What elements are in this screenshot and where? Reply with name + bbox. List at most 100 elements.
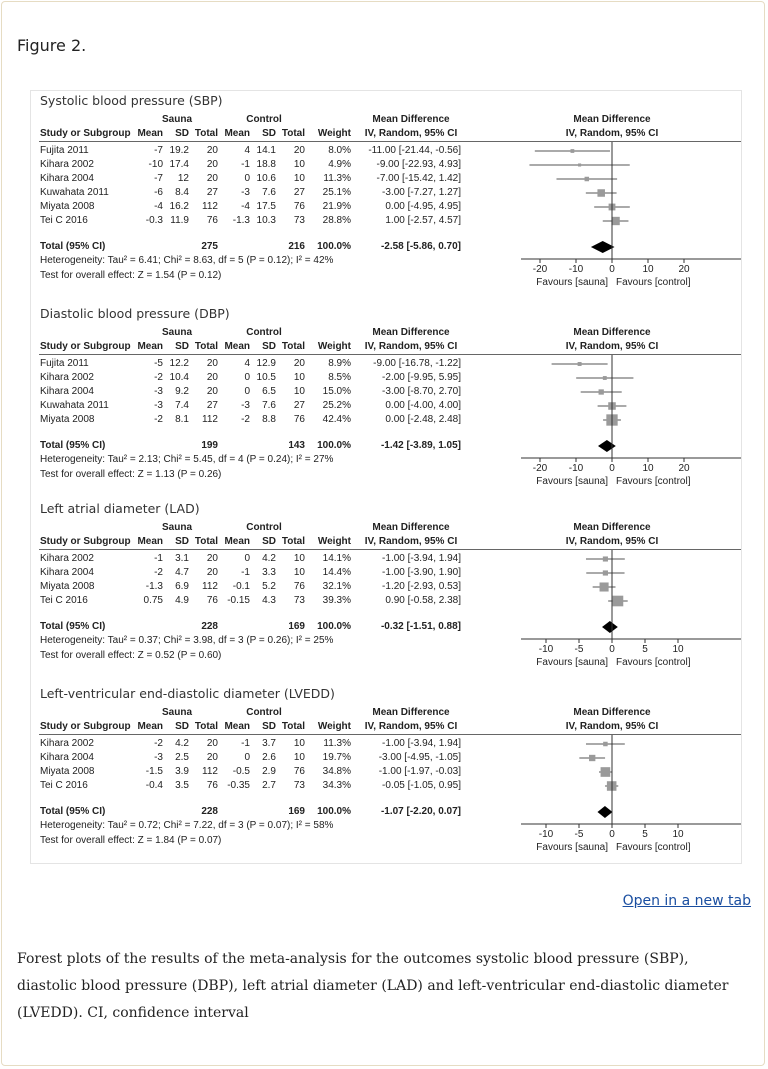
study-c-n: 76: [293, 201, 305, 212]
study-s-sd: 12.2: [169, 358, 189, 369]
study-c-sd: 8.8: [262, 414, 276, 425]
forest-plot-figure: Systolic blood pressure (SBP) Sauna Contro…: [30, 90, 742, 864]
study-name: Kuwahata 2011: [40, 187, 109, 198]
study-name: Kuwahata 2011: [40, 400, 109, 411]
favours-right-label: Favours [control]: [616, 842, 691, 853]
study-s-sd: 9.2: [175, 386, 189, 397]
open-in-new-tab-link[interactable]: Open in a new tab: [622, 893, 751, 909]
header-s-n: Total: [194, 721, 218, 732]
heterogeneity-text: Heterogeneity: Tau² = 6.41; Chi² = 8.63,…: [40, 255, 334, 266]
header-s-n: Total: [194, 341, 218, 352]
study-s-n: 112: [202, 766, 218, 777]
header-plot-method: IV, Random, 95% CI: [565, 341, 659, 352]
header-study: Study or Subgroup: [40, 341, 131, 352]
study-ci: -3.00 [-7.27, 1.27]: [382, 187, 461, 198]
header-divider: [39, 141, 741, 142]
header-control: Control: [246, 114, 282, 125]
study-c-sd: 4.2: [262, 553, 276, 564]
study-s-n: 27: [206, 400, 218, 411]
study-ci: -1.00 [-3.94, 1.94]: [382, 738, 461, 749]
study-c-n: 76: [293, 581, 305, 592]
section-title: Left-ventricular end-diastolic diameter …: [40, 686, 335, 701]
study-s-sd: 2.5: [175, 752, 189, 763]
study-s-mean: -5: [154, 358, 163, 369]
study-c-n: 76: [293, 414, 305, 425]
header-plot-method: IV, Random, 95% CI: [565, 536, 659, 547]
overall-effect-text: Test for overall effect: Z = 1.84 (P = 0…: [40, 835, 222, 846]
study-ci: -3.00 [-8.70, 2.70]: [382, 386, 461, 397]
favours-right-label: Favours [control]: [616, 657, 691, 668]
header-c-n: Total: [281, 721, 305, 732]
study-s-n: 20: [206, 738, 218, 749]
forest-plot-section: Left-ventricular end-diastolic diameter …: [31, 686, 741, 876]
header-mean-difference: Mean Difference: [372, 327, 450, 338]
study-ci: 0.00 [-4.95, 4.95]: [385, 201, 461, 212]
study-weight: 14.1%: [322, 553, 351, 564]
x-tick-label: -5: [574, 644, 584, 655]
study-ci: 0.00 [-2.48, 2.48]: [385, 414, 461, 425]
favours-left-label: Favours [sauna]: [536, 657, 608, 668]
study-s-mean: -0.4: [145, 780, 163, 791]
study-s-mean: -4: [154, 201, 163, 212]
study-name: Kihara 2002: [40, 553, 94, 564]
favours-right-label: Favours [control]: [616, 277, 691, 288]
total-ci: -1.07 [-2.20, 0.07]: [380, 806, 461, 817]
x-tick-label: 0: [609, 829, 615, 840]
header-s-mean: Mean: [137, 128, 163, 139]
study-name: Fujita 2011: [40, 145, 89, 156]
x-tick-label: -10: [568, 264, 584, 275]
header-s-mean: Mean: [137, 536, 163, 547]
x-tick-label: 10: [672, 644, 684, 655]
study-s-mean: -1: [154, 553, 163, 564]
favours-left-label: Favours [sauna]: [536, 476, 608, 487]
study-s-n: 20: [206, 159, 218, 170]
study-s-n: 76: [206, 780, 218, 791]
x-tick-label: 0: [609, 264, 615, 275]
header-weight: Weight: [317, 341, 351, 352]
total-sauna-n: 228: [201, 621, 218, 632]
header-s-sd: SD: [175, 341, 189, 352]
header-weight: Weight: [317, 128, 351, 139]
total-weight: 100.0%: [317, 806, 351, 817]
study-ci: -1.00 [-1.97, -0.03]: [378, 766, 461, 777]
x-tick-label: 20: [678, 264, 690, 275]
study-c-sd: 14.1: [256, 145, 276, 156]
study-ci: -1.00 [-3.94, 1.94]: [382, 553, 461, 564]
study-c-mean: 4: [244, 145, 250, 156]
forest-plot-section: Diastolic blood pressure (DBP) Sauna Contr…: [31, 306, 741, 496]
study-ci: -11.00 [-21.44, -0.56]: [368, 145, 461, 156]
header-control: Control: [246, 327, 282, 338]
study-c-mean: -0.15: [227, 595, 250, 606]
study-ci: -9.00 [-22.93, 4.93]: [376, 159, 461, 170]
study-c-sd: 10.5: [256, 372, 276, 383]
study-weight: 11.3%: [323, 173, 351, 184]
study-s-n: 20: [206, 173, 218, 184]
study-s-mean: -7: [154, 145, 163, 156]
header-control: Control: [246, 707, 282, 718]
x-tick-label: -20: [532, 264, 548, 275]
study-ci: -0.05 [-1.05, 0.95]: [382, 780, 461, 791]
header-plot-mean-difference: Mean Difference: [573, 114, 651, 125]
study-name: Miyata 2008: [40, 766, 95, 777]
header-c-mean: Mean: [224, 341, 250, 352]
header-study: Study or Subgroup: [40, 128, 131, 139]
study-weight: 19.7%: [322, 752, 351, 763]
study-marker: [577, 362, 582, 366]
study-name: Kihara 2002: [40, 372, 94, 383]
study-c-n: 10: [293, 372, 305, 383]
heterogeneity-text: Heterogeneity: Tau² = 2.13; Chi² = 5.45,…: [40, 454, 334, 465]
study-ci: 0.00 [-4.00, 4.00]: [385, 400, 461, 411]
study-s-mean: -1.3: [145, 581, 163, 592]
study-c-sd: 5.2: [262, 581, 276, 592]
header-s-n: Total: [194, 128, 218, 139]
x-tick-label: -10: [538, 644, 554, 655]
x-tick-label: 0: [609, 463, 615, 474]
section-title: Left atrial diameter (LAD): [40, 501, 200, 516]
study-s-mean: -2: [154, 414, 163, 425]
header-sauna: Sauna: [161, 522, 193, 533]
header-plot-method: IV, Random, 95% CI: [565, 128, 659, 139]
study-c-mean: -0.1: [232, 581, 250, 592]
total-label: Total (95% CI): [40, 806, 106, 817]
total-label: Total (95% CI): [40, 440, 106, 451]
study-s-n: 76: [206, 215, 218, 226]
